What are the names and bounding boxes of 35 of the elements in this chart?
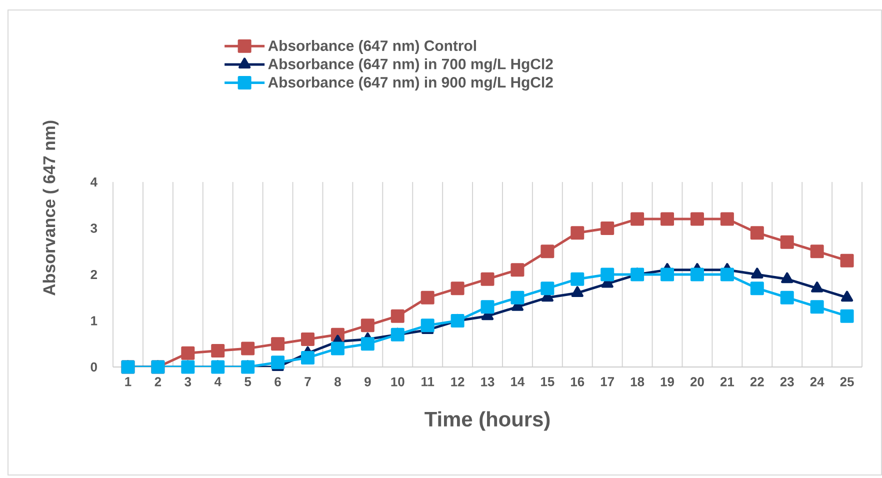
- y-tick-label: 2: [90, 270, 97, 280]
- x-tick-label: 1: [125, 377, 132, 386]
- legend-label: Absorbance (647 nm) in 700 mg/L HgCl2: [268, 58, 553, 72]
- y-tick-label: 1: [91, 316, 98, 326]
- x-tick-label: 19: [660, 377, 674, 386]
- x-tick-label: 25: [840, 377, 854, 386]
- y-tick-label: 3: [90, 224, 98, 233]
- legend-label: Absorbance (647 nm) Control: [268, 40, 476, 54]
- x-tick-label: 15: [541, 377, 554, 386]
- x-tick-label: 17: [600, 377, 614, 386]
- x-tick-label: 3: [184, 377, 192, 386]
- x-tick-label: 9: [364, 377, 371, 386]
- x-tick-label: 23: [780, 377, 794, 386]
- legend-label: Absorbance (647 nm) in 900 mg/L HgCl2: [268, 76, 553, 91]
- y-tick-label: 0: [90, 362, 97, 372]
- x-tick-label: 14: [511, 377, 525, 386]
- x-axis-title: Time (hours): [424, 411, 550, 431]
- x-tick-label: 24: [810, 377, 824, 386]
- x-tick-label: 2: [154, 377, 162, 386]
- y-tick-label: 4: [90, 178, 98, 186]
- x-tick-label: 10: [391, 377, 404, 386]
- x-tick-label: 21: [720, 377, 734, 386]
- x-tick-label: 20: [690, 377, 704, 386]
- x-tick-label: 4: [214, 377, 222, 386]
- x-tick-label: 12: [451, 377, 464, 386]
- x-tick-label: 7: [304, 377, 311, 386]
- x-tick-label: 13: [481, 377, 494, 386]
- x-tick-label: 18: [630, 377, 644, 386]
- x-tick-label: 5: [244, 377, 252, 386]
- x-tick-label: 8: [334, 377, 341, 386]
- y-axis-title: Absorvance ( 647 nm): [42, 120, 59, 296]
- x-tick-label: 6: [274, 377, 281, 386]
- x-tick-label: 16: [571, 377, 584, 386]
- x-tick-label: 11: [422, 377, 434, 386]
- x-tick-label: 22: [750, 377, 764, 386]
